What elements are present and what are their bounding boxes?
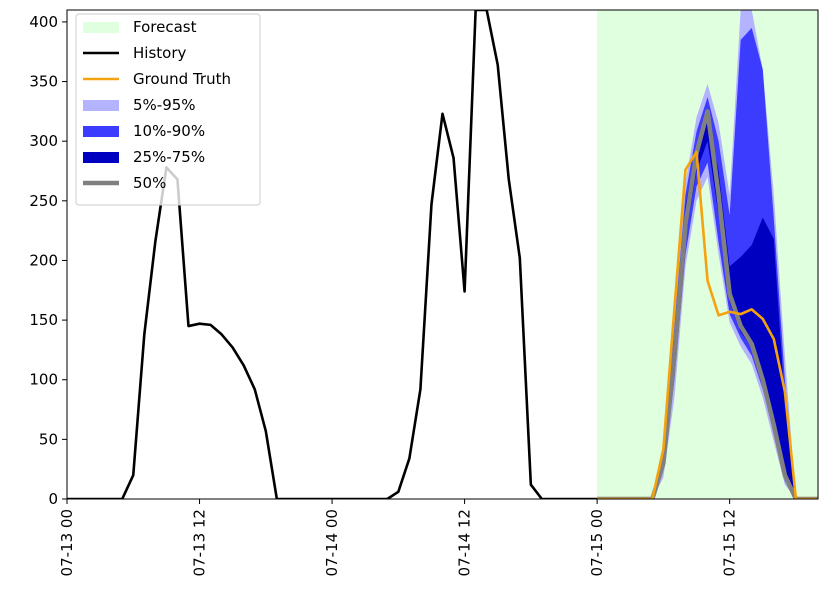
x-tick-label: 07-14 00 xyxy=(323,509,341,576)
x-tick-label: 07-15 12 xyxy=(721,509,739,576)
y-tick-label: 400 xyxy=(29,13,58,31)
history-line xyxy=(67,10,598,499)
x-tick-label: 07-14 12 xyxy=(456,509,474,576)
legend: Forecast History Ground Truth 5%-95% 10%-90%… xyxy=(75,13,261,206)
legend-ground-truth-label: Ground Truth xyxy=(133,70,231,88)
x-tick-label: 07-13 00 xyxy=(58,509,76,576)
legend-band-5-95-swatch xyxy=(83,100,119,111)
axes: 0 50 100 150 200 250 300 350 400 07-13 00 07-13 12… xyxy=(29,13,738,577)
x-tick-label: 07-13 12 xyxy=(191,509,209,576)
legend-box xyxy=(75,13,261,206)
median-line xyxy=(597,109,818,499)
legend-band-25-75-label: 25%-75% xyxy=(133,148,205,166)
ground-truth-line xyxy=(597,150,818,499)
legend-band-10-90-swatch xyxy=(83,126,119,137)
y-tick-label: 50 xyxy=(39,430,58,448)
y-tick-label: 200 xyxy=(29,251,58,269)
plot-area xyxy=(67,10,818,499)
legend-band-5-95-label: 5%-95% xyxy=(133,96,196,114)
y-tick-label: 300 xyxy=(29,132,58,150)
x-tick-label: 07-15 00 xyxy=(588,509,606,576)
y-tick-label: 0 xyxy=(48,490,58,508)
band-25-75-band xyxy=(597,117,818,499)
legend-band-10-90-label: 10%-90% xyxy=(133,122,205,140)
plot-frame xyxy=(66,9,819,500)
legend-history-label: History xyxy=(133,44,186,62)
y-tick-label: 100 xyxy=(29,371,58,389)
legend-band-25-75-swatch xyxy=(83,152,119,163)
legend-median-label: 50% xyxy=(133,174,166,192)
legend-forecast-label: Forecast xyxy=(133,18,197,36)
y-tick-label: 250 xyxy=(29,192,58,210)
legend-forecast-swatch xyxy=(83,22,119,33)
y-tick-label: 350 xyxy=(29,73,58,91)
y-tick-label: 150 xyxy=(29,311,58,329)
